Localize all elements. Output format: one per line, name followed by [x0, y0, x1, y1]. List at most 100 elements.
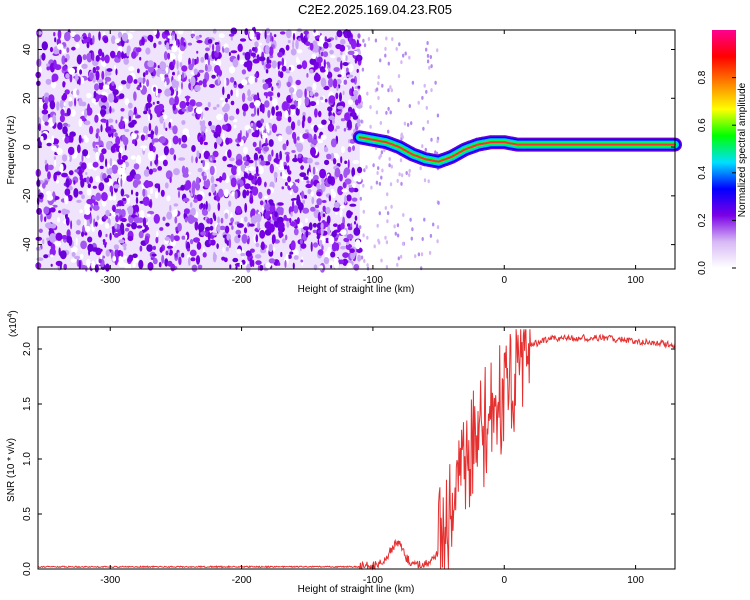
noise-speckle	[299, 204, 302, 214]
noise-speckle	[84, 218, 87, 229]
noise-speckle	[195, 106, 203, 115]
noise-speckle	[299, 172, 307, 178]
noise-speckle	[421, 95, 424, 100]
noise-speckle	[82, 149, 89, 157]
noise-speckle	[302, 176, 310, 181]
noise-speckle	[335, 35, 338, 41]
noise-speckle	[142, 125, 149, 134]
noise-speckle	[109, 106, 112, 114]
noise-speckle	[40, 212, 43, 223]
noise-speckle	[377, 75, 380, 80]
noise-speckle	[250, 52, 256, 57]
noise-speckle	[277, 135, 283, 142]
noise-speckle	[122, 197, 127, 202]
noise-speckle	[320, 51, 324, 57]
noise-speckle	[203, 150, 210, 160]
noise-speckle	[159, 73, 164, 78]
noise-speckle	[430, 137, 433, 142]
noise-speckle	[257, 265, 260, 271]
noise-speckle	[139, 132, 147, 136]
noise-speckle	[408, 168, 411, 173]
noise-speckle	[139, 210, 145, 219]
noise-speckle	[105, 71, 112, 76]
noise-speckle	[133, 163, 140, 170]
noise-speckle	[38, 228, 43, 233]
noise-speckle	[264, 100, 270, 108]
noise-speckle	[302, 226, 310, 231]
noise-speckle	[179, 100, 187, 110]
noise-speckle	[252, 122, 257, 131]
spectrogram-y-axis-label: Frequency (Hz)	[6, 116, 17, 185]
noise-speckle	[309, 101, 317, 107]
noise-speckle	[139, 245, 143, 252]
noise-speckle	[323, 85, 330, 91]
noise-speckle	[44, 159, 48, 165]
noise-speckle	[94, 264, 99, 273]
noise-speckle	[307, 188, 312, 195]
noise-speckle	[344, 112, 350, 121]
noise-speckle	[181, 108, 187, 112]
noise-speckle	[205, 200, 208, 210]
noise-speckle	[344, 195, 347, 204]
noise-speckle	[319, 168, 327, 179]
noise-speckle	[271, 123, 278, 133]
noise-speckle	[182, 197, 190, 202]
noise-speckle	[120, 222, 125, 233]
noise-speckle	[46, 190, 52, 196]
noise-speckle	[119, 93, 125, 99]
noise-speckle	[228, 115, 235, 121]
noise-speckle	[401, 241, 405, 246]
noise-speckle	[196, 56, 199, 64]
noise-speckle	[230, 36, 233, 41]
noise-speckle	[242, 110, 246, 117]
noise-speckle	[239, 59, 245, 65]
noise-speckle	[81, 231, 85, 237]
noise-speckle	[244, 161, 250, 167]
noise-speckle	[320, 222, 324, 230]
noise-speckle	[68, 67, 76, 75]
noise-speckle	[357, 85, 361, 89]
noise-speckle	[131, 132, 137, 140]
noise-speckle	[405, 171, 408, 175]
noise-speckle	[197, 264, 203, 269]
noise-speckle	[398, 172, 401, 177]
noise-speckle	[59, 49, 62, 55]
noise-speckle	[266, 210, 273, 215]
noise-speckle	[280, 172, 283, 177]
noise-speckle	[436, 139, 439, 144]
noise-speckle	[92, 185, 97, 189]
noise-speckle	[86, 92, 92, 99]
noise-speckle	[242, 135, 246, 141]
noise-speckle	[143, 110, 148, 115]
noise-speckle	[349, 203, 357, 207]
noise-speckle	[205, 47, 210, 52]
noise-speckle	[212, 232, 218, 236]
noise-speckle	[76, 219, 81, 226]
noise-speckle	[166, 211, 173, 220]
noise-speckle	[216, 223, 221, 234]
noise-speckle	[344, 160, 348, 165]
noise-speckle	[353, 221, 357, 225]
noise-speckle	[237, 54, 240, 61]
noise-speckle	[75, 230, 81, 235]
noise-speckle	[224, 47, 230, 54]
noise-speckle	[216, 113, 223, 121]
noise-speckle	[209, 84, 215, 88]
noise-speckle	[307, 116, 312, 124]
noise-speckle	[255, 213, 262, 223]
noise-speckle	[262, 79, 265, 83]
noise-speckle	[236, 179, 244, 188]
noise-speckle	[247, 89, 251, 97]
noise-speckle	[95, 132, 99, 139]
noise-speckle	[281, 233, 284, 237]
noise-speckle	[191, 217, 198, 223]
noise-speckle	[212, 43, 215, 52]
noise-speckle	[353, 227, 361, 236]
noise-speckle	[395, 47, 398, 51]
noise-speckle	[292, 39, 295, 50]
noise-speckle	[256, 54, 260, 61]
noise-speckle	[191, 145, 196, 152]
noise-speckle	[70, 246, 78, 254]
noise-speckle	[94, 114, 99, 123]
noise-speckle	[323, 146, 329, 153]
